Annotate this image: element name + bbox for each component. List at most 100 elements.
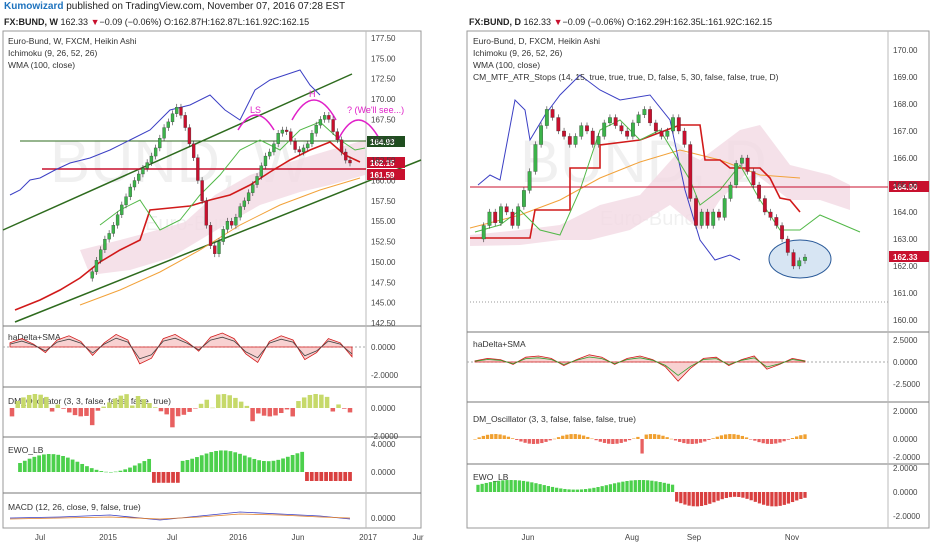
histogram-bar bbox=[640, 439, 644, 454]
time-tick-label: Jun bbox=[292, 533, 305, 542]
right-tag-main-text: 162.33 bbox=[893, 253, 918, 262]
histogram-bar bbox=[662, 482, 666, 492]
histogram-bar bbox=[195, 457, 199, 472]
histogram-bar bbox=[238, 453, 242, 472]
left-symbol[interactable]: FX:BUND, W bbox=[4, 17, 58, 27]
candle bbox=[625, 130, 630, 137]
histogram-bar bbox=[61, 408, 66, 409]
candle bbox=[200, 180, 204, 202]
histogram-bar bbox=[477, 437, 481, 439]
candle bbox=[550, 109, 555, 118]
candle bbox=[331, 119, 335, 132]
histogram-bar bbox=[147, 403, 152, 408]
histogram-bar bbox=[694, 439, 699, 444]
right-legend: Euro-Bund, D, FXCM, Heikin Ashi Ichimoku… bbox=[473, 36, 779, 82]
left-wma-line bbox=[79, 177, 361, 306]
price-tick-label: 165.00 bbox=[893, 181, 918, 190]
histogram-bar bbox=[505, 480, 509, 492]
histogram-bar bbox=[319, 394, 324, 408]
histogram-bar bbox=[132, 465, 137, 472]
histogram-bar bbox=[252, 458, 257, 472]
histogram-bar bbox=[650, 480, 654, 492]
right-symbol[interactable]: FX:BUND, D bbox=[469, 17, 521, 27]
candle bbox=[230, 221, 234, 226]
candle bbox=[688, 144, 693, 199]
histogram-bar bbox=[256, 408, 261, 414]
histogram-bar bbox=[9, 408, 15, 417]
histogram-bar bbox=[290, 454, 295, 472]
histogram-bar bbox=[753, 439, 757, 441]
histogram-bar bbox=[494, 434, 498, 439]
right-legend-0: Euro-Bund, D, FXCM, Heikin Ashi bbox=[473, 36, 600, 46]
histogram-bar bbox=[338, 472, 343, 481]
histogram-bar bbox=[550, 486, 555, 492]
histogram-bar bbox=[228, 451, 233, 472]
histogram-bar bbox=[67, 408, 72, 413]
histogram-bar bbox=[716, 492, 720, 501]
candle bbox=[493, 211, 498, 223]
candle bbox=[757, 184, 762, 199]
histogram-bar bbox=[534, 483, 538, 492]
price-tick-label: 150.00 bbox=[371, 258, 396, 267]
candle bbox=[676, 117, 681, 132]
histogram-bar bbox=[142, 461, 147, 472]
candle bbox=[636, 114, 641, 124]
histogram-bar bbox=[617, 482, 621, 492]
histogram-bar bbox=[281, 458, 285, 472]
histogram-bar bbox=[44, 396, 49, 408]
candle bbox=[90, 271, 94, 279]
histogram-bar bbox=[498, 434, 502, 439]
histogram-bar bbox=[233, 397, 238, 408]
histogram-bar bbox=[152, 407, 158, 408]
histogram-bar bbox=[137, 463, 142, 472]
histogram-bar bbox=[307, 394, 313, 408]
histogram-bar bbox=[305, 472, 309, 481]
histogram-bar bbox=[641, 480, 646, 492]
candle bbox=[208, 225, 213, 246]
histogram-bar bbox=[749, 492, 753, 501]
histogram-bar bbox=[581, 435, 586, 439]
histogram-bar bbox=[757, 439, 761, 443]
histogram-bar bbox=[112, 398, 118, 408]
candle bbox=[204, 200, 208, 226]
candle bbox=[115, 214, 120, 226]
histogram-bar bbox=[575, 489, 579, 492]
price-tick-label: 160.00 bbox=[893, 316, 918, 325]
histogram-bar bbox=[210, 407, 215, 409]
left-shoulder-arc bbox=[237, 114, 275, 131]
histogram-bar bbox=[343, 472, 348, 481]
candle bbox=[734, 163, 739, 186]
candle bbox=[175, 107, 179, 114]
right-pane-1-tick-1: 0.0000 bbox=[893, 435, 918, 444]
histogram-bar bbox=[715, 436, 719, 439]
left-pane-3-tick-0: 0.0000 bbox=[371, 514, 396, 523]
histogram-bar bbox=[108, 471, 113, 473]
histogram-bar bbox=[175, 472, 180, 483]
histogram-bar bbox=[644, 434, 648, 439]
histogram-bar bbox=[336, 404, 341, 408]
candle bbox=[344, 151, 348, 161]
histogram-bar bbox=[712, 492, 716, 503]
candle bbox=[124, 196, 128, 206]
histogram-bar bbox=[218, 450, 223, 472]
histogram-bar bbox=[89, 408, 95, 426]
histogram-bar bbox=[540, 439, 544, 444]
price-tick-label: 160.00 bbox=[371, 177, 396, 186]
histogram-bar bbox=[531, 439, 536, 444]
histogram-bar bbox=[552, 438, 557, 440]
left-price-pane: LS H ? (We'll see...) bbox=[2, 69, 422, 323]
candle bbox=[318, 119, 323, 126]
histogram-bar bbox=[347, 408, 353, 413]
histogram-bar bbox=[84, 408, 89, 416]
histogram-bar bbox=[309, 472, 314, 481]
histogram-bar bbox=[180, 460, 185, 472]
histogram-bar bbox=[548, 439, 552, 441]
time-tick-label: 2017 bbox=[359, 533, 377, 542]
left-close: C:162.15 bbox=[272, 17, 310, 27]
candle bbox=[234, 216, 238, 226]
author-link[interactable]: Kumowizard bbox=[4, 1, 64, 12]
histogram-bar bbox=[728, 492, 733, 498]
histogram-bar bbox=[741, 492, 745, 498]
candle bbox=[191, 143, 196, 158]
